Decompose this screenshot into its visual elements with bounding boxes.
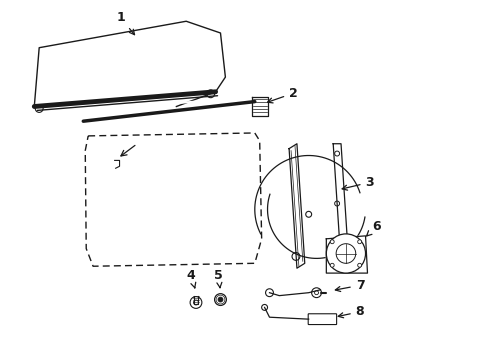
Text: 8: 8 [338, 305, 364, 318]
Circle shape [329, 240, 333, 244]
Circle shape [325, 234, 365, 273]
Circle shape [305, 211, 311, 217]
Text: 7: 7 [335, 279, 364, 292]
Circle shape [311, 288, 321, 298]
Circle shape [214, 294, 226, 305]
FancyBboxPatch shape [307, 314, 336, 325]
Circle shape [206, 90, 214, 98]
Text: 4: 4 [186, 269, 195, 288]
Text: 6: 6 [366, 220, 380, 236]
Circle shape [357, 263, 361, 267]
Text: 2: 2 [267, 87, 297, 103]
Polygon shape [325, 236, 367, 273]
Circle shape [330, 252, 338, 260]
Circle shape [218, 297, 223, 302]
Text: 5: 5 [214, 269, 223, 288]
Circle shape [329, 263, 333, 267]
Circle shape [35, 104, 43, 112]
Circle shape [357, 240, 361, 244]
Text: 3: 3 [342, 176, 373, 190]
Circle shape [291, 252, 299, 260]
Circle shape [265, 289, 273, 297]
Text: 1: 1 [116, 11, 134, 35]
Circle shape [261, 305, 267, 310]
Circle shape [190, 297, 202, 309]
